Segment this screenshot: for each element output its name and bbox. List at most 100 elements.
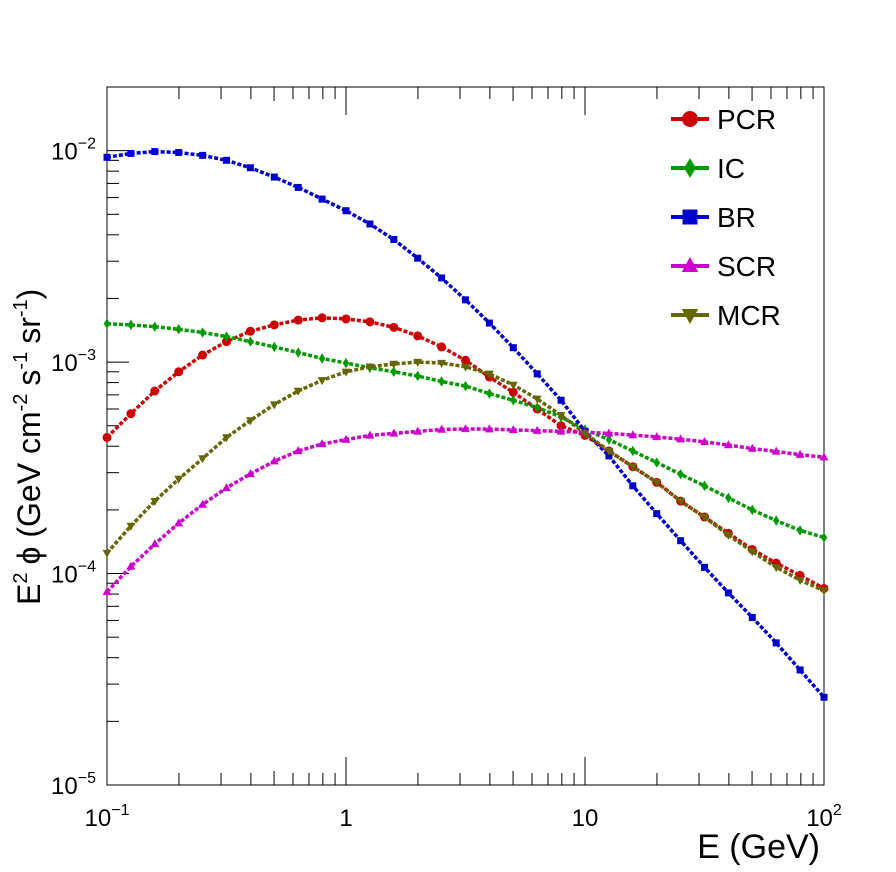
data-point xyxy=(127,149,135,157)
y-tick-label: 10−5 xyxy=(51,770,96,800)
data-point xyxy=(247,336,254,347)
data-point xyxy=(795,449,805,458)
x-tick-label-base: 10 xyxy=(572,805,599,832)
legend-marker xyxy=(681,309,699,324)
data-point xyxy=(271,341,278,353)
x-tick-label-exp: −1 xyxy=(111,802,129,819)
data-point xyxy=(485,319,493,327)
data-point xyxy=(510,395,517,406)
data-point xyxy=(150,386,160,396)
y-title-base: E xyxy=(11,584,47,605)
data-point xyxy=(747,548,757,557)
legend-label: MCR xyxy=(717,300,781,331)
data-point xyxy=(365,430,375,439)
data-point xyxy=(773,515,780,526)
data-point xyxy=(605,434,613,445)
data-point xyxy=(317,377,327,386)
major-ticks xyxy=(106,87,586,786)
data-point xyxy=(126,522,136,531)
legend-label: IC xyxy=(717,153,745,184)
data-point xyxy=(723,440,733,449)
data-point xyxy=(174,475,184,484)
data-point xyxy=(795,577,805,586)
data-point xyxy=(413,358,423,367)
data-point xyxy=(342,357,350,369)
y-tick-label-base: 10 xyxy=(51,139,78,166)
x-tick-label: 10 xyxy=(572,805,599,832)
data-point xyxy=(508,387,518,397)
data-point xyxy=(198,455,208,464)
data-point xyxy=(677,537,685,545)
data-point xyxy=(532,395,542,404)
data-point xyxy=(127,319,135,331)
data-point xyxy=(486,388,493,399)
data-point xyxy=(413,426,423,435)
data-point xyxy=(222,483,231,492)
legend-label: BR xyxy=(717,202,756,233)
data-point xyxy=(534,402,541,413)
y-tick-label-base: 10 xyxy=(51,562,78,589)
data-point xyxy=(508,425,518,434)
data-point xyxy=(556,421,566,431)
data-point xyxy=(605,452,613,460)
data-point xyxy=(341,314,351,324)
data-point xyxy=(390,366,398,377)
data-point xyxy=(223,331,230,342)
series-layer xyxy=(102,148,829,701)
y-tick-label: 10−2 xyxy=(51,136,96,166)
data-point xyxy=(245,417,255,426)
data-point xyxy=(174,367,184,377)
data-point xyxy=(222,156,230,164)
x-axis-title: E (GeV) xyxy=(697,828,820,866)
y-tick-labels: 10−510−410−310−2 xyxy=(51,136,96,800)
data-point xyxy=(628,463,638,472)
data-point xyxy=(269,401,279,410)
minor-ticks xyxy=(107,86,814,785)
data-point xyxy=(462,380,469,392)
data-point xyxy=(820,532,828,543)
y-tick-label: 10−4 xyxy=(51,559,96,589)
data-point xyxy=(461,296,469,304)
legend-marker xyxy=(682,209,698,225)
data-point xyxy=(198,350,208,360)
data-point xyxy=(341,434,351,443)
data-point xyxy=(748,613,756,621)
y-tick-label-exp: −2 xyxy=(78,136,96,153)
data-point xyxy=(604,447,614,456)
data-point xyxy=(318,195,326,203)
data-point xyxy=(103,318,111,329)
data-point xyxy=(772,639,780,647)
legend-marker xyxy=(682,111,698,127)
data-point xyxy=(103,153,111,161)
y-tick-label-exp: −3 xyxy=(78,347,96,364)
data-point xyxy=(629,482,637,490)
data-point xyxy=(508,381,518,390)
data-point xyxy=(295,347,302,358)
data-point xyxy=(725,492,732,504)
data-point xyxy=(390,236,398,244)
legend-item-scr: SCR xyxy=(671,251,776,282)
y-title-base-sup: 2 xyxy=(10,573,32,584)
data-point xyxy=(749,504,756,516)
data-point xyxy=(414,370,421,382)
data-point xyxy=(700,436,709,445)
data-point xyxy=(556,412,566,421)
data-point xyxy=(653,457,660,468)
x-tick-label-base: 10 xyxy=(806,805,833,832)
series-mcr xyxy=(102,358,829,596)
data-point xyxy=(414,254,422,262)
data-point xyxy=(723,531,733,540)
y-tick-label: 10−3 xyxy=(51,347,96,377)
legend-marker xyxy=(681,257,699,272)
data-point xyxy=(533,370,541,378)
data-point xyxy=(389,322,399,332)
data-point xyxy=(437,342,447,352)
data-point xyxy=(484,370,494,379)
data-point xyxy=(629,445,637,457)
x-tick-label: 10−1 xyxy=(85,802,130,832)
y-title-cm-exp: -2 xyxy=(10,394,32,412)
data-point xyxy=(365,363,375,372)
data-point xyxy=(653,510,661,518)
legend-item-ic: IC xyxy=(671,153,745,184)
y-tick-label-base: 10 xyxy=(51,773,78,800)
